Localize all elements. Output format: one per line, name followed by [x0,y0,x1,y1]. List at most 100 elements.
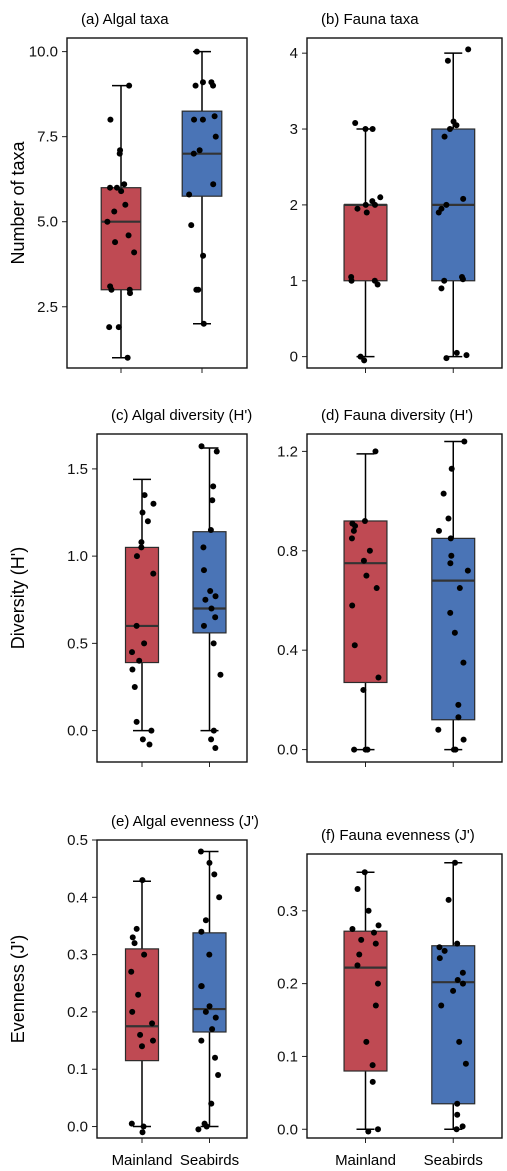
y-tick-label: 0.3 [277,903,298,920]
data-point [133,553,140,560]
y-tick-label: 5.0 [37,214,58,231]
data-point [459,980,466,987]
panel-3: (c) Algal diversity (H') 0.0 0.5 1.0 1.5 Dive… [8,407,252,767]
data-point [436,955,443,962]
data-point [372,1002,379,1009]
data-point [138,1043,145,1050]
y-axis-label: Number of taxa [8,140,28,264]
data-point [455,701,462,708]
data-point [112,239,119,246]
data-point [369,198,376,205]
data-point [441,277,448,284]
data-point [352,119,359,126]
data-point [450,118,457,125]
data-point [208,605,215,612]
data-point [211,871,218,878]
data-point [349,520,356,527]
y-tick-label: 7.5 [37,129,58,146]
box-mainland [343,448,388,767]
y-axis-label: Diversity (H') [8,547,28,649]
data-point [208,79,215,86]
data-point [126,286,133,293]
data-point [362,201,369,208]
data-point [191,116,198,123]
y-tick-label: 1.5 [67,461,88,478]
data-point [193,286,200,293]
data-point [438,285,445,292]
data-point [199,116,206,123]
box-seabirds [431,438,476,767]
data-point [356,951,363,958]
x-category-label: Mainland [112,1152,173,1169]
data-point [438,205,445,212]
data-point [454,976,461,983]
y-tick-label: 0.4 [277,642,298,659]
panel-6: (f) Fauna evenness (J') 0.0 0.1 0.2 0.3 Mainl… [277,827,503,1169]
plot-frame [306,433,503,763]
data-point [371,277,378,284]
data-point [200,252,207,259]
data-point [207,588,214,595]
data-point [141,951,148,958]
data-point [198,928,205,935]
data-point [452,746,459,753]
data-point [210,181,217,188]
data-point [210,640,217,647]
data-point [445,896,452,903]
data-point [131,249,138,256]
data-point [140,1123,147,1130]
data-point [463,352,470,359]
data-point [124,354,131,361]
data-point [146,741,153,748]
data-point [436,944,443,951]
y-tick-label: 0.5 [67,635,88,652]
data-point [445,515,452,522]
data-point [444,57,451,64]
data-point [435,726,442,733]
box-mainland [124,478,160,767]
box-iqr [343,930,388,1072]
data-point [186,191,193,198]
box-iqr [343,204,388,282]
data-point [135,991,142,998]
data-point [133,925,140,932]
data-point [372,448,379,455]
data-point [458,273,465,280]
data-point [202,1008,209,1015]
panel-4: (d) Fauna diversity (H') 0.0 0.4 0.8 1.2 [277,407,503,767]
panel-title: (e) Algal evenness (J') [111,813,259,830]
data-point [209,497,216,504]
data-point [212,1014,219,1021]
data-point [208,736,215,743]
box-iqr [192,932,227,1033]
data-point [454,1100,461,1107]
data-point [440,490,447,497]
data-point [150,570,157,577]
data-point [111,208,118,215]
data-point [361,869,368,876]
data-point [465,46,472,53]
data-point [196,147,203,154]
data-point [363,572,370,579]
panel-title: (d) Fauna diversity (H') [321,407,473,424]
data-point [125,232,132,239]
data-point [377,194,384,201]
data-point [133,622,140,629]
data-point [374,980,381,987]
data-point [129,649,136,656]
box-iqr [100,187,142,291]
y-tick-label: 0.1 [67,1061,88,1078]
data-point [126,82,133,89]
data-point [460,736,467,743]
panel-title: (b) Fauna taxa [321,11,419,28]
data-point [448,465,455,472]
box-seabirds [192,848,227,1143]
data-point [148,727,155,734]
data-point [104,218,111,225]
data-point [200,320,207,327]
data-point [217,671,224,678]
x-category-label: Seabirds [424,1152,483,1169]
data-point [195,1126,202,1133]
data-point [198,1037,205,1044]
